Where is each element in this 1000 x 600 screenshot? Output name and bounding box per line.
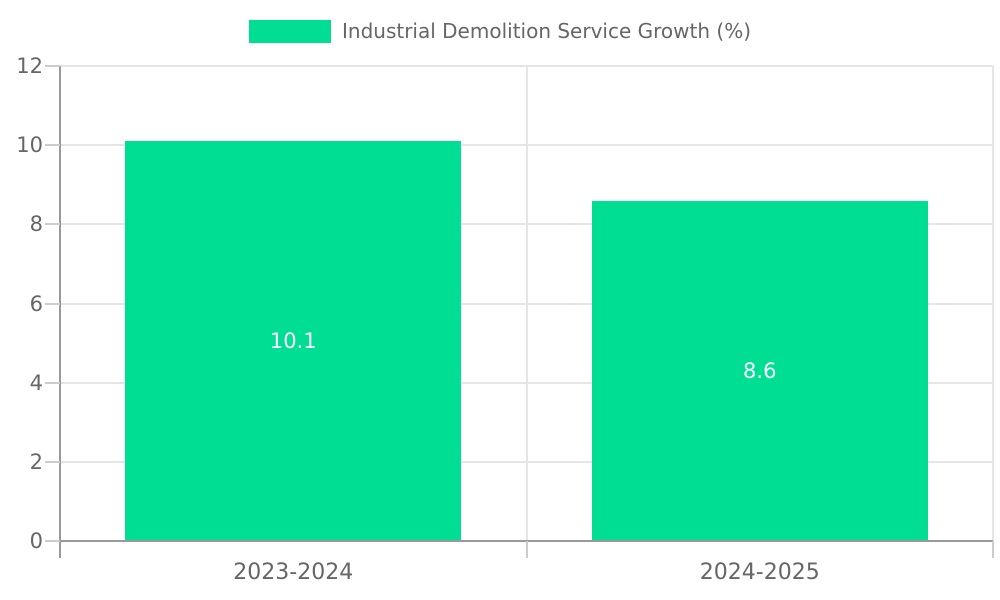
y-tick-mark: [45, 65, 60, 67]
y-tick-label: 8: [29, 212, 43, 237]
y-tick-mark: [45, 460, 60, 463]
x-tick-label: 2024-2025: [699, 560, 820, 585]
y-tick-mark: [45, 540, 60, 542]
plot-area: 10.1 8.6 0 2 4 6 8 10 12 2023-2024 2024-2025: [16, 54, 994, 585]
y-tick-mark: [45, 223, 60, 226]
bar-value-label: 10.1: [269, 329, 317, 354]
y-axis-line: [59, 66, 61, 558]
y-tick-label: 6: [29, 291, 43, 316]
v-gridline: [992, 66, 994, 541]
x-tick-label: 2023-2024: [233, 560, 354, 585]
y-tick-mark: [45, 381, 60, 384]
legend-swatch: [249, 19, 331, 43]
x-tick-mark: [992, 541, 994, 558]
legend-label: Industrial Demolition Service Growth (%): [342, 19, 751, 43]
y-tick-label: 0: [29, 529, 43, 553]
x-tick-mark: [525, 541, 528, 558]
bar-2024-2025[interactable]: 8.6: [591, 200, 928, 541]
y-tick-mark: [45, 302, 60, 305]
bar-2023-2024[interactable]: 10.1: [125, 141, 462, 541]
y-tick-label: 2: [29, 449, 43, 474]
y-tick-label: 4: [29, 370, 43, 395]
legend[interactable]: Industrial Demolition Service Growth (%): [0, 14, 1000, 48]
v-gridline: [525, 66, 528, 541]
y-tick-label: 12: [16, 54, 43, 78]
bar-value-label: 8.6: [743, 358, 777, 383]
y-tick-mark: [45, 144, 60, 147]
y-tick-label: 10: [16, 133, 43, 158]
